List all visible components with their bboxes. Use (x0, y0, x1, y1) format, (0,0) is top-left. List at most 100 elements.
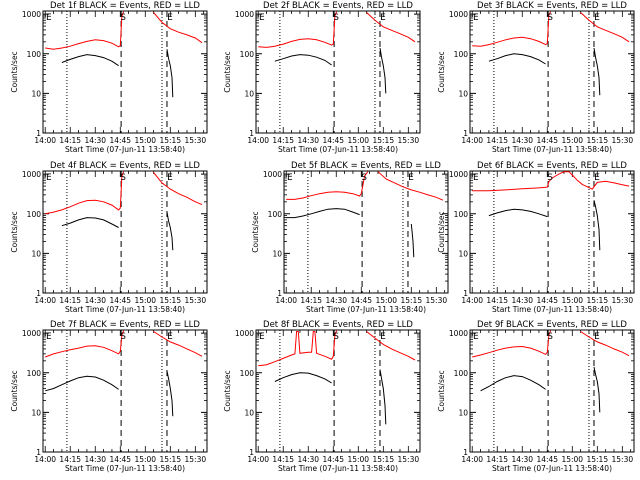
red-lld-series (45, 11, 125, 50)
x-axis-label: Start Time (07-Jun-11 13:58:40) (65, 464, 185, 473)
y-tick-label: 1000 (235, 10, 254, 19)
x-tick-label: 14:15 (59, 136, 81, 145)
x-tick-label: 15:15 (372, 136, 394, 145)
event-marker-label: S (333, 13, 339, 23)
series-group (258, 330, 416, 425)
y-tick-label: 100 (454, 210, 469, 219)
y-tick-label: 1 (36, 448, 41, 457)
event-marker-label: E (380, 13, 386, 23)
panel-9: Det 9f BLACK = Events, RED = LLD 1 10 100 10… (437, 320, 635, 473)
event-marker-label: E (473, 173, 479, 183)
red-lld-series (472, 171, 630, 192)
black-events-series (379, 47, 387, 94)
y-tick-label: 100 (27, 369, 42, 378)
event-marker-label: S (120, 13, 126, 23)
panel-title: Det 5f BLACK = Events, RED = LLD (291, 161, 441, 171)
plot-frame (255, 10, 421, 134)
y-tick-label: 10 (244, 408, 254, 417)
y-tick-label: 1000 (235, 329, 254, 338)
red-lld-series (45, 330, 125, 358)
x-tick-label: 14:00 (461, 136, 483, 145)
event-marker-label: S (120, 173, 126, 183)
x-tick-label: 14:00 (247, 136, 269, 145)
x-tick-label: 15:30 (398, 455, 420, 464)
x-tick-label: 15:15 (159, 455, 181, 464)
x-tick-label: 15:15 (400, 296, 422, 305)
event-marker-label: E (594, 13, 600, 23)
y-axis-label: Counts/sec (437, 211, 446, 252)
event-marker-label: E (594, 332, 600, 342)
x-tick-label: 15:00 (134, 455, 156, 464)
x-tick-label: 14:00 (461, 296, 483, 305)
y-tick-label: 1 (463, 448, 468, 457)
red-lld-series (472, 11, 552, 47)
plot-frame (42, 329, 208, 453)
y-tick-label: 1000 (449, 329, 468, 338)
y-tick-label: 1 (249, 448, 254, 457)
black-events-series (274, 54, 332, 66)
x-axis-label: Start Time (07-Jun-11 13:58:40) (65, 305, 185, 314)
y-tick-label: 1 (463, 129, 468, 138)
y-tick-label: 10 (244, 89, 254, 98)
x-tick-label: 15:15 (586, 296, 608, 305)
event-marker-label: E (380, 332, 386, 342)
y-tick-label: 10 (458, 408, 468, 417)
black-events-series (61, 217, 119, 228)
y-axis-label: Counts/sec (223, 51, 232, 92)
black-events-series (166, 212, 174, 251)
x-tick-label: 15:30 (185, 136, 207, 145)
y-tick-label: 100 (268, 210, 283, 219)
event-marker-label: E (287, 173, 293, 183)
y-tick-label: 10 (31, 89, 41, 98)
event-marker-label: E (46, 173, 52, 183)
plot-frame (42, 10, 208, 134)
x-tick-label: 14:45 (350, 296, 372, 305)
x-tick-label: 14:15 (59, 296, 81, 305)
x-tick-label: 14:30 (511, 296, 533, 305)
x-axis-label: Start Time (07-Jun-11 13:58:40) (306, 305, 426, 314)
black-events-series (593, 200, 601, 251)
black-events-series (45, 375, 119, 392)
x-tick-label: 14:45 (536, 455, 558, 464)
black-events-series (61, 54, 119, 67)
series-group (45, 171, 203, 251)
x-tick-label: 14:45 (109, 296, 131, 305)
panel-title: Det 9f BLACK = Events, RED = LLD (477, 320, 627, 330)
series-group (286, 171, 444, 258)
plot-frame (42, 170, 208, 294)
panel-title: Det 3f BLACK = Events, RED = LLD (477, 1, 627, 11)
y-tick-label: 1 (36, 289, 41, 298)
y-axis-label: Counts/sec (10, 370, 19, 411)
y-tick-label: 10 (458, 89, 468, 98)
x-tick-label: 15:15 (586, 455, 608, 464)
x-tick-label: 15:30 (185, 296, 207, 305)
x-tick-label: 14:15 (486, 136, 508, 145)
series-group (472, 330, 630, 413)
y-tick-label: 10 (458, 249, 468, 258)
y-axis-label: Counts/sec (223, 370, 232, 411)
event-marker-label: S (361, 173, 367, 183)
red-lld-series (153, 331, 203, 357)
x-tick-label: 15:00 (347, 136, 369, 145)
event-marker-label: E (167, 332, 173, 342)
x-tick-label: 15:00 (561, 455, 583, 464)
panel-title: Det 2f BLACK = Events, RED = LLD (263, 1, 413, 11)
y-tick-label: 1000 (22, 170, 41, 179)
event-marker-label: S (547, 13, 553, 23)
x-tick-label: 15:00 (375, 296, 397, 305)
x-tick-label: 15:00 (134, 296, 156, 305)
x-axis-label: Start Time (07-Jun-11 13:58:40) (278, 464, 398, 473)
x-tick-label: 14:15 (486, 455, 508, 464)
y-tick-label: 100 (240, 50, 255, 59)
x-axis-label: Start Time (07-Jun-11 13:58:40) (492, 464, 612, 473)
y-tick-label: 10 (31, 408, 41, 417)
x-tick-label: 15:00 (561, 136, 583, 145)
y-tick-label: 100 (27, 210, 42, 219)
panel-8: Det 8f BLACK = Events, RED = LLD 1 10 100 10… (223, 320, 421, 473)
plot-frame (255, 329, 421, 453)
x-tick-label: 14:00 (247, 455, 269, 464)
y-tick-label: 100 (27, 50, 42, 59)
series-group (45, 330, 203, 417)
y-axis-label: Counts/sec (437, 370, 446, 411)
panel-title: Det 7f BLACK = Events, RED = LLD (50, 320, 200, 330)
